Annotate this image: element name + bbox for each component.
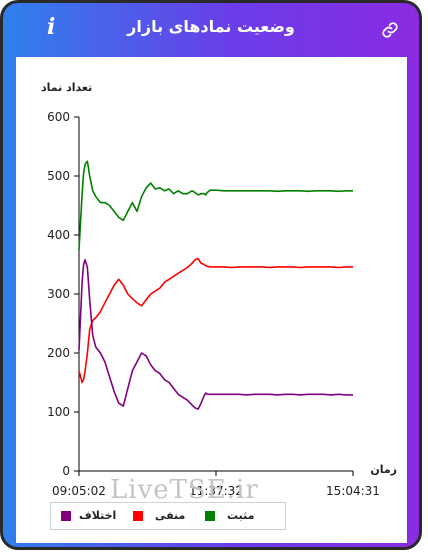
- x-axis-title: زمان: [370, 463, 397, 476]
- header-bar: وضعیت نمادهای بازار i: [3, 3, 419, 57]
- x-tick-label: 15:04:31: [326, 484, 380, 498]
- legend-swatch-difference: [61, 511, 71, 521]
- series-positive-line: [78, 160, 353, 250]
- series-negative-line: [78, 257, 353, 384]
- x-tick-label: 09:05:02: [52, 484, 106, 498]
- legend-label-difference: اختلاف: [79, 509, 117, 522]
- y-tick-label: 200: [47, 346, 70, 360]
- y-axis-title: تعداد نماد: [41, 81, 92, 94]
- chart-panel: 0 100 200 300 400 500 600 09:05:02 11:37:32 15:04…: [16, 57, 407, 543]
- widget-card: وضعیت نمادهای بازار i 0 100 200 300 400 500 60…: [0, 0, 422, 550]
- legend-swatch-positive: [205, 511, 215, 521]
- link-icon[interactable]: [381, 21, 399, 39]
- y-tick-label: 300: [47, 287, 70, 301]
- legend-item-negative[interactable]: منفی: [133, 509, 197, 525]
- legend-item-positive[interactable]: مثبت: [205, 509, 277, 525]
- y-tick-label: 0: [62, 464, 70, 478]
- legend-label-positive: مثبت: [227, 509, 255, 522]
- series-difference-line: [78, 259, 353, 410]
- chart-legend: مثبت منفی اختلاف: [50, 502, 286, 530]
- line-chart: 0 100 200 300 400 500 600 09:05:02 11:37:32 15:04…: [41, 81, 397, 498]
- watermark: LiveTSE.ir: [110, 475, 259, 505]
- widget-title: وضعیت نمادهای بازار: [127, 17, 295, 36]
- legend-item-difference[interactable]: اختلاف: [61, 509, 127, 525]
- legend-label-negative: منفی: [155, 509, 186, 522]
- x-tick-label: 11:37:32: [189, 484, 243, 498]
- legend-swatch-negative: [133, 511, 143, 521]
- info-icon[interactable]: i: [47, 14, 56, 40]
- y-tick-label: 600: [47, 110, 70, 124]
- y-tick-label: 100: [47, 405, 70, 419]
- y-tick-label: 500: [47, 169, 70, 183]
- y-tick-label: 400: [47, 228, 70, 242]
